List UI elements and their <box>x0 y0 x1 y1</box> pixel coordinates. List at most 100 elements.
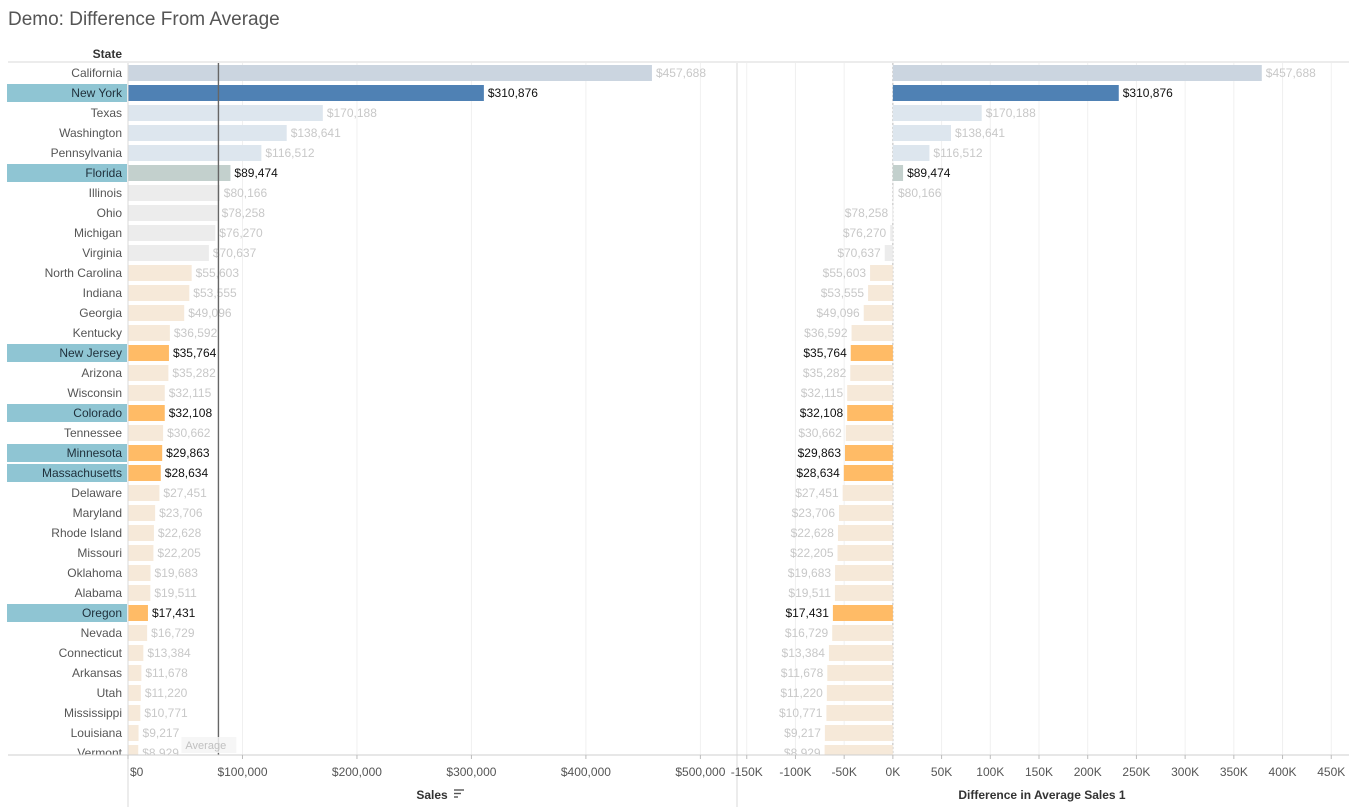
state-label-arizona[interactable]: Arizona <box>81 366 122 380</box>
diff-bar-louisiana[interactable] <box>824 725 893 741</box>
state-label-alabama[interactable]: Alabama <box>75 586 123 600</box>
state-label-north-carolina[interactable]: North Carolina <box>45 266 123 280</box>
state-label-minnesota[interactable]: Minnesota <box>67 446 123 460</box>
state-label-washington[interactable]: Washington <box>59 126 122 140</box>
diff-bar-colorado[interactable] <box>847 405 893 421</box>
state-label-delaware[interactable]: Delaware <box>71 486 122 500</box>
state-label-maryland[interactable]: Maryland <box>73 506 122 520</box>
state-label-nevada[interactable]: Nevada <box>81 626 123 640</box>
diff-bar-rhode-island[interactable] <box>837 525 893 541</box>
state-label-indiana[interactable]: Indiana <box>83 286 123 300</box>
diff-bar-ohio[interactable] <box>892 205 894 221</box>
sales-bar-washington[interactable] <box>128 125 287 141</box>
sales-bar-oklahoma[interactable] <box>128 565 151 581</box>
state-label-florida[interactable]: Florida <box>85 166 122 180</box>
state-label-louisiana[interactable]: Louisiana <box>71 726 123 740</box>
sales-bar-wisconsin[interactable] <box>128 385 165 401</box>
state-label-rhode-island[interactable]: Rhode Island <box>51 526 122 540</box>
sales-bar-nevada[interactable] <box>128 625 148 641</box>
sales-bar-ohio[interactable] <box>128 205 218 221</box>
sales-bar-oregon[interactable] <box>128 605 148 621</box>
sales-bar-connecticut[interactable] <box>128 645 144 661</box>
sales-bar-maryland[interactable] <box>128 505 156 521</box>
state-label-kentucky[interactable]: Kentucky <box>73 326 122 340</box>
diff-bar-california[interactable] <box>892 65 1262 81</box>
sales-bar-georgia[interactable] <box>128 305 185 321</box>
sales-bar-new-jersey[interactable] <box>128 345 169 361</box>
diff-bar-wisconsin[interactable] <box>847 385 893 401</box>
sales-bar-florida[interactable] <box>128 165 231 181</box>
diff-bar-new-york[interactable] <box>892 85 1119 101</box>
sales-bar-indiana[interactable] <box>128 285 190 301</box>
diff-bar-connecticut[interactable] <box>828 645 893 661</box>
sales-bar-arizona[interactable] <box>128 365 169 381</box>
state-label-utah[interactable]: Utah <box>97 686 122 700</box>
diff-bar-massachusetts[interactable] <box>843 465 893 481</box>
diff-bar-washington[interactable] <box>892 125 951 141</box>
sales-bar-california[interactable] <box>128 65 652 81</box>
diff-bar-tennessee[interactable] <box>845 425 893 441</box>
state-label-ohio[interactable]: Ohio <box>97 206 123 220</box>
sales-bar-north-carolina[interactable] <box>128 265 192 281</box>
state-label-michigan[interactable]: Michigan <box>74 226 122 240</box>
diff-bar-oregon[interactable] <box>832 605 893 621</box>
state-label-oklahoma[interactable]: Oklahoma <box>67 566 122 580</box>
diff-bar-michigan[interactable] <box>890 225 893 241</box>
diff-bar-florida[interactable] <box>892 165 904 181</box>
diff-bar-alabama[interactable] <box>834 585 893 601</box>
sales-bar-rhode-island[interactable] <box>128 525 154 541</box>
state-label-massachusetts[interactable]: Massachusetts <box>42 466 122 480</box>
diff-bar-mississippi[interactable] <box>826 705 893 721</box>
diff-bar-new-jersey[interactable] <box>850 345 893 361</box>
sales-bar-new-york[interactable] <box>128 85 484 101</box>
diff-bar-arizona[interactable] <box>850 365 893 381</box>
sales-bar-mississippi[interactable] <box>128 705 141 721</box>
state-label-california[interactable]: California <box>71 66 122 80</box>
sales-bar-missouri[interactable] <box>128 545 154 561</box>
diff-bar-arkansas[interactable] <box>827 665 893 681</box>
state-label-oregon[interactable]: Oregon <box>82 606 122 620</box>
diff-bar-minnesota[interactable] <box>845 445 893 461</box>
state-label-georgia[interactable]: Georgia <box>79 306 122 320</box>
state-label-illinois[interactable]: Illinois <box>89 186 122 200</box>
diff-bar-nevada[interactable] <box>832 625 893 641</box>
diff-bar-indiana[interactable] <box>868 285 893 301</box>
sales-bar-tennessee[interactable] <box>128 425 164 441</box>
sales-bar-illinois[interactable] <box>128 185 220 201</box>
state-label-mississippi[interactable]: Mississippi <box>64 706 122 720</box>
state-label-missouri[interactable]: Missouri <box>77 546 122 560</box>
sales-bar-virginia[interactable] <box>128 245 209 261</box>
sales-bar-utah[interactable] <box>128 685 141 701</box>
state-label-pennsylvania[interactable]: Pennsylvania <box>51 146 123 160</box>
state-label-wisconsin[interactable]: Wisconsin <box>67 386 122 400</box>
state-label-vermont[interactable]: Vermont <box>77 746 122 760</box>
sales-bar-michigan[interactable] <box>128 225 216 241</box>
diff-bar-virginia[interactable] <box>884 245 893 261</box>
diff-bar-delaware[interactable] <box>842 485 893 501</box>
sales-bar-massachusetts[interactable] <box>128 465 161 481</box>
diff-bar-vermont[interactable] <box>824 745 893 761</box>
diff-bar-illinois[interactable] <box>892 185 895 201</box>
diff-bar-missouri[interactable] <box>837 545 893 561</box>
diff-bar-maryland[interactable] <box>839 505 893 521</box>
diff-bar-georgia[interactable] <box>863 305 893 321</box>
sales-bar-alabama[interactable] <box>128 585 151 601</box>
sales-bar-louisiana[interactable] <box>128 725 139 741</box>
state-label-colorado[interactable]: Colorado <box>73 406 122 420</box>
state-label-new-york[interactable]: New York <box>71 86 123 100</box>
sales-bar-arkansas[interactable] <box>128 665 142 681</box>
state-label-connecticut[interactable]: Connecticut <box>59 646 123 660</box>
state-label-texas[interactable]: Texas <box>91 106 122 120</box>
diff-bar-kentucky[interactable] <box>851 325 893 341</box>
diff-bar-oklahoma[interactable] <box>835 565 893 581</box>
diff-bar-pennsylvania[interactable] <box>892 145 930 161</box>
sales-bar-colorado[interactable] <box>128 405 165 421</box>
sales-bar-delaware[interactable] <box>128 485 160 501</box>
state-label-new-jersey[interactable]: New Jersey <box>59 346 122 360</box>
diff-bar-utah[interactable] <box>826 685 893 701</box>
sales-bar-pennsylvania[interactable] <box>128 145 262 161</box>
diff-bar-north-carolina[interactable] <box>870 265 893 281</box>
state-label-tennessee[interactable]: Tennessee <box>64 426 122 440</box>
state-label-virginia[interactable]: Virginia <box>82 246 122 260</box>
sales-bar-minnesota[interactable] <box>128 445 163 461</box>
